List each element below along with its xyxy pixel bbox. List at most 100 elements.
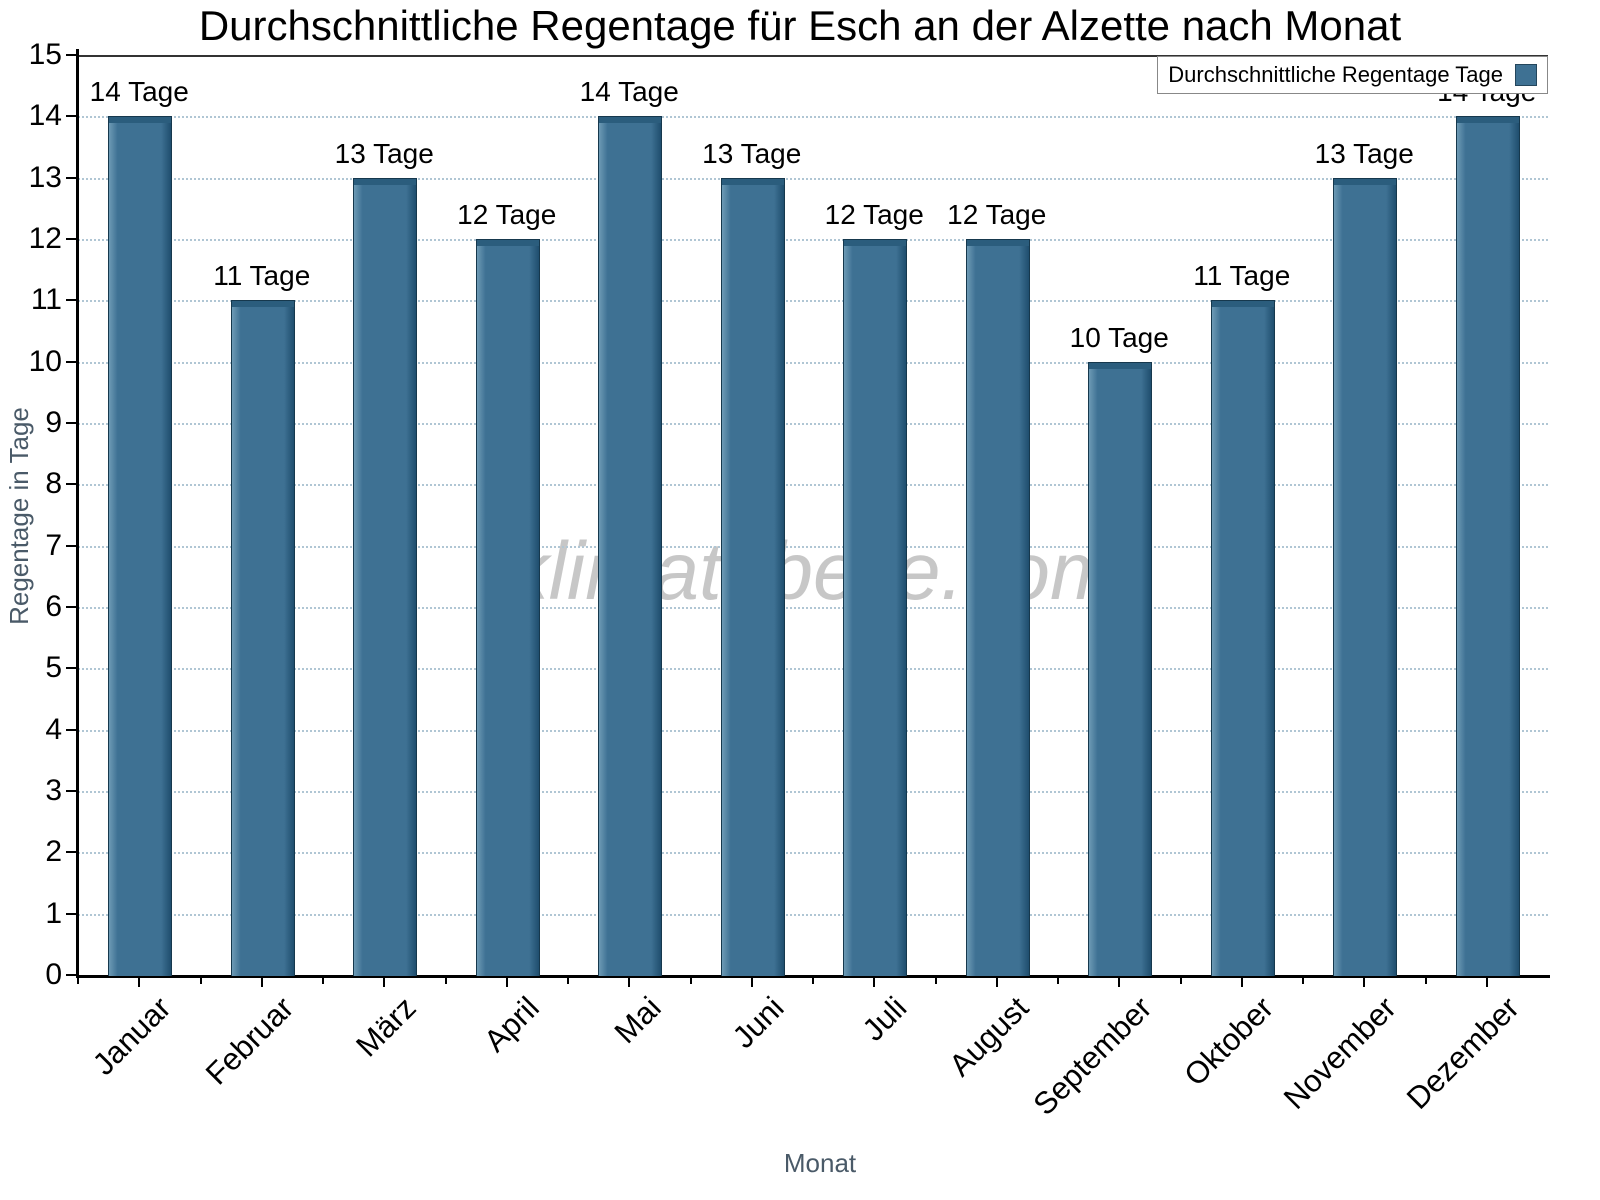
x-tick-label-april: April — [476, 990, 546, 1059]
value-label-oktober: 11 Tage — [1193, 260, 1291, 292]
y-tick-label: 5 — [45, 651, 62, 685]
value-label-november: 13 Tage — [1314, 137, 1414, 169]
x-tick-label-januar: Januar — [86, 990, 178, 1082]
y-tick — [66, 790, 76, 792]
value-label-juni: 13 Tage — [702, 137, 802, 169]
x-tick — [628, 978, 631, 987]
x-tick — [750, 978, 753, 987]
x-axis-label: Monat — [783, 1148, 857, 1178]
gridline — [78, 300, 1548, 303]
y-tick-label: 2 — [45, 835, 62, 869]
x-tick-label-juni: Juni — [725, 990, 791, 1055]
bar-april — [475, 239, 540, 976]
y-tick-label: 14 — [28, 99, 62, 133]
value-label-januar: 14 Tage — [89, 76, 189, 108]
value-label-märz: 13 Tage — [334, 137, 434, 169]
x-tick-label-august: August — [942, 990, 1036, 1083]
bar-juli — [843, 239, 908, 976]
y-tick — [66, 238, 76, 240]
x-tick — [138, 978, 141, 987]
value-label-september: 10 Tage — [1069, 321, 1169, 353]
x-tick — [260, 978, 263, 987]
y-tick-label: 4 — [45, 712, 62, 746]
y-tick-label: 11 — [30, 283, 62, 317]
bar-dezember — [1455, 116, 1520, 976]
x-tick-minor — [199, 978, 202, 984]
y-tick-label: 13 — [28, 160, 62, 194]
y-tick — [66, 728, 76, 731]
x-tick-minor — [444, 978, 447, 984]
x-tick-minor — [322, 978, 324, 984]
y-tick — [66, 606, 76, 608]
y-tick-label: 6 — [45, 590, 62, 623]
gridline — [78, 177, 1548, 180]
y-tick-label: 0 — [45, 958, 62, 991]
x-tick-label-september: September — [1026, 990, 1158, 1122]
value-label-mai: 14 Tage — [579, 76, 679, 108]
bar-oktober — [1210, 300, 1275, 976]
legend-label: Durchschnittliche Regentage Tage — [1168, 62, 1503, 87]
x-tick-minor — [1057, 978, 1059, 984]
x-tick — [995, 978, 998, 987]
gridline — [78, 852, 1548, 855]
x-tick-label-dezember: Dezember — [1399, 990, 1526, 1116]
bar-märz — [353, 177, 418, 976]
y-tick — [66, 176, 76, 179]
y-tick — [66, 54, 76, 56]
bar-juni — [720, 177, 785, 976]
y-tick — [66, 974, 76, 976]
legend-swatch-icon — [1515, 64, 1537, 86]
x-tick-label-februar: Februar — [198, 990, 301, 1092]
gridline — [78, 729, 1548, 732]
x-tick-minor — [567, 978, 569, 984]
y-tick-label: 3 — [45, 774, 62, 807]
x-tick — [1240, 978, 1243, 987]
y-tick-label: 1 — [45, 896, 62, 930]
value-label-februar: 11 Tage — [213, 260, 311, 292]
x-tick — [1485, 978, 1488, 987]
gridline — [78, 423, 1548, 425]
gridline — [78, 607, 1548, 609]
y-tick-label: 10 — [28, 344, 62, 378]
x-axis-line — [76, 975, 1550, 978]
x-tick — [1363, 978, 1366, 987]
x-tick-label-november: November — [1277, 990, 1403, 1116]
bar-november — [1333, 177, 1398, 976]
x-tick-minor — [1302, 978, 1304, 984]
x-tick-minor — [1179, 978, 1182, 984]
x-tick — [505, 978, 508, 987]
gridline — [78, 791, 1548, 793]
legend: Durchschnittliche Regentage Tage — [1157, 56, 1548, 94]
value-label-april: 12 Tage — [457, 199, 557, 230]
y-tick — [66, 483, 76, 486]
y-tick — [66, 667, 76, 670]
gridline — [78, 484, 1548, 487]
gridline — [78, 239, 1548, 241]
x-tick-label-märz: März — [349, 990, 423, 1064]
gridline — [78, 913, 1548, 916]
x-tick-label-juli: Juli — [855, 990, 913, 1048]
gridline — [78, 668, 1548, 671]
y-tick-label: 15 — [28, 38, 62, 71]
x-tick — [1118, 978, 1121, 987]
bar-mai — [598, 116, 663, 976]
y-tick — [66, 544, 76, 547]
x-tick — [383, 978, 386, 987]
value-label-juli: 12 Tage — [824, 199, 924, 230]
x-tick-minor — [1424, 978, 1427, 984]
y-tick — [66, 360, 76, 363]
x-tick-minor — [689, 978, 692, 984]
y-axis-line — [76, 49, 79, 977]
gridline — [78, 361, 1548, 364]
y-tick-label: 12 — [28, 222, 62, 255]
y-tick — [66, 422, 76, 424]
bar-januar — [108, 116, 173, 976]
gridline — [78, 116, 1548, 119]
gridline — [78, 545, 1548, 548]
bar-februar — [230, 300, 295, 976]
x-tick-minor — [934, 978, 937, 984]
bar-august — [965, 239, 1030, 976]
chart-title: Durchschnittliche Regentage für Esch an … — [198, 2, 1402, 49]
y-tick-label: 7 — [45, 528, 62, 562]
